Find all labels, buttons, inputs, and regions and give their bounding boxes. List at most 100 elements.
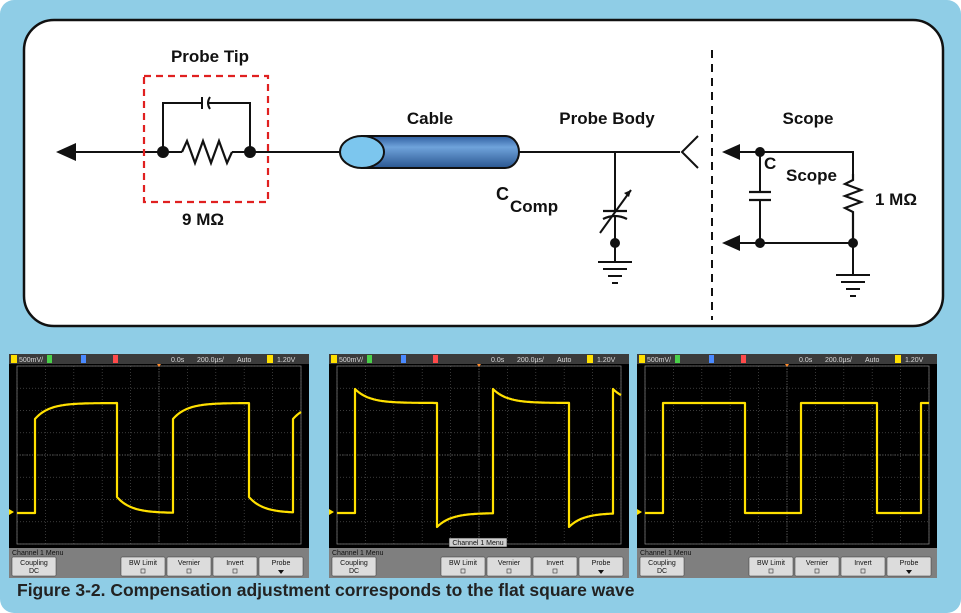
trigger-mode: Auto xyxy=(865,357,880,364)
timebase-readout: 200.0µs/ xyxy=(197,357,224,364)
figure-caption: Figure 3-2. Compensation adjustment corr… xyxy=(17,580,635,600)
invert-softkey-label: Invert xyxy=(546,560,564,567)
coupling-value: DC xyxy=(29,568,39,575)
bw-limit-softkey-label: BW Limit xyxy=(449,560,477,567)
ground-level-icon xyxy=(637,509,642,515)
input-arrow xyxy=(56,143,163,161)
scope-graticule xyxy=(336,365,622,545)
checkbox-icon xyxy=(552,568,558,574)
probe-schematic: Probe Tip 9 MΩ Cable Probe Body xyxy=(22,18,945,328)
checkbox-icon xyxy=(140,568,146,574)
probe-tip-label: Probe Tip xyxy=(171,47,249,66)
trigger-source-icon xyxy=(267,355,273,363)
coupling-softkey-label: Coupling xyxy=(20,560,48,567)
trigger-level: 1.20V xyxy=(905,357,924,364)
tip-capacitor xyxy=(162,96,251,152)
invert-softkey[interactable]: Invert xyxy=(212,556,258,577)
comp-cap-label-sub: Comp xyxy=(510,197,558,216)
menu-title: Channel 1 Menu xyxy=(332,550,383,557)
probe-down-arrow-icon xyxy=(598,570,604,574)
probe-softkey-label: Probe xyxy=(272,560,291,567)
channel-indicator xyxy=(47,355,52,363)
channel-indicator xyxy=(433,355,438,363)
channel-scale: 500mV/ xyxy=(19,357,43,364)
probe-softkey[interactable]: Probe xyxy=(886,556,932,577)
timebase-readout: 200.0µs/ xyxy=(517,357,544,364)
channel-indicator xyxy=(367,355,372,363)
channel-indicator xyxy=(709,355,714,363)
ground-level-icon xyxy=(9,509,14,515)
scope-graticule xyxy=(644,365,930,545)
tip-node-left xyxy=(157,146,169,158)
vernier-softkey[interactable]: Vernier xyxy=(166,556,212,577)
probe-down-arrow-icon xyxy=(906,570,912,574)
coupling-softkey-label: Coupling xyxy=(648,560,676,567)
channel-1-indicator xyxy=(11,355,17,363)
delay-readout: 0.0s xyxy=(799,357,813,364)
trigger-position-marker xyxy=(785,364,789,367)
menu-title: Channel 1 Menu xyxy=(12,550,63,557)
trigger-source-icon xyxy=(587,355,593,363)
coupling-value: DC xyxy=(657,568,667,575)
channel-scale: 500mV/ xyxy=(339,357,363,364)
scope-display: 500mV/0.0s 200.0µs/Auto 1.20V Channel 1 Men… xyxy=(9,354,309,578)
bw-limit-softkey[interactable]: BW Limit xyxy=(748,556,794,577)
trigger-source-icon xyxy=(895,355,901,363)
trigger-level: 1.20V xyxy=(597,357,616,364)
trigger-mode: Auto xyxy=(557,357,572,364)
checkbox-icon xyxy=(460,568,466,574)
vernier-softkey-label: Vernier xyxy=(178,560,201,567)
scope-screen-undercompensated: 500mV/0.0s 200.0µs/Auto 1.20V Channel 1 Men… xyxy=(9,354,309,578)
invert-softkey[interactable]: Invert xyxy=(532,556,578,577)
scope-input-top-arrow xyxy=(722,144,854,174)
checkbox-icon xyxy=(506,568,512,574)
vernier-softkey[interactable]: Vernier xyxy=(794,556,840,577)
signal-trace xyxy=(336,387,622,529)
scope-graticule xyxy=(16,365,302,545)
scope-label: Scope xyxy=(782,109,833,128)
vernier-softkey-label: Vernier xyxy=(806,560,829,567)
vernier-softkey-label: Vernier xyxy=(498,560,521,567)
bw-limit-softkey[interactable]: BW Limit xyxy=(440,556,486,577)
invert-softkey[interactable]: Invert xyxy=(840,556,886,577)
vernier-softkey[interactable]: Vernier xyxy=(486,556,532,577)
ground-level-icon xyxy=(329,509,334,515)
delay-readout: 0.0s xyxy=(491,357,505,364)
trigger-position-marker xyxy=(157,364,161,367)
coupling-softkey-label: Coupling xyxy=(340,560,368,567)
channel-indicator xyxy=(113,355,118,363)
probe-softkey-label: Probe xyxy=(592,560,611,567)
channel-scale: 500mV/ xyxy=(647,357,671,364)
scope-cap-label-c: C xyxy=(764,154,776,173)
channel-indicator xyxy=(81,355,86,363)
channel-indicator xyxy=(401,355,406,363)
bw-limit-softkey[interactable]: BW Limit xyxy=(120,556,166,577)
scope-display: 500mV/0.0s 200.0µs/Auto 1.20V Channel 1 Men… xyxy=(329,354,629,578)
probe-tip-box xyxy=(142,74,270,204)
probe-body-label: Probe Body xyxy=(559,109,655,128)
menu-title: Channel 1 Menu xyxy=(640,550,691,557)
scope-resistor xyxy=(841,174,865,243)
scope-display: 500mV/0.0s 200.0µs/Auto 1.20V Channel 1 Men… xyxy=(637,354,937,578)
scope-resistor-label: 1 MΩ xyxy=(875,190,917,209)
probe-softkey[interactable]: Probe xyxy=(578,556,624,577)
bw-limit-softkey-label: BW Limit xyxy=(129,560,157,567)
probe-softkey[interactable]: Probe xyxy=(258,556,304,577)
scope-screen-compensated: 500mV/0.0s 200.0µs/Auto 1.20V Channel 1 Men… xyxy=(637,354,937,578)
checkbox-icon xyxy=(768,568,774,574)
scope-status-bar xyxy=(329,354,629,364)
channel-menu-popup xyxy=(448,537,508,548)
timebase-readout: 200.0µs/ xyxy=(825,357,852,364)
trigger-mode: Auto xyxy=(237,357,252,364)
cable-label: Cable xyxy=(407,109,453,128)
comp-ground-icon xyxy=(598,243,632,284)
scope-capacitor xyxy=(749,152,771,243)
scope-ground-icon xyxy=(836,243,870,297)
scope-status-bar xyxy=(637,354,937,364)
delay-readout: 0.0s xyxy=(171,357,185,364)
trigger-position-marker xyxy=(477,364,481,367)
channel-menu-popup-label: Channel 1 Menu xyxy=(452,540,503,547)
